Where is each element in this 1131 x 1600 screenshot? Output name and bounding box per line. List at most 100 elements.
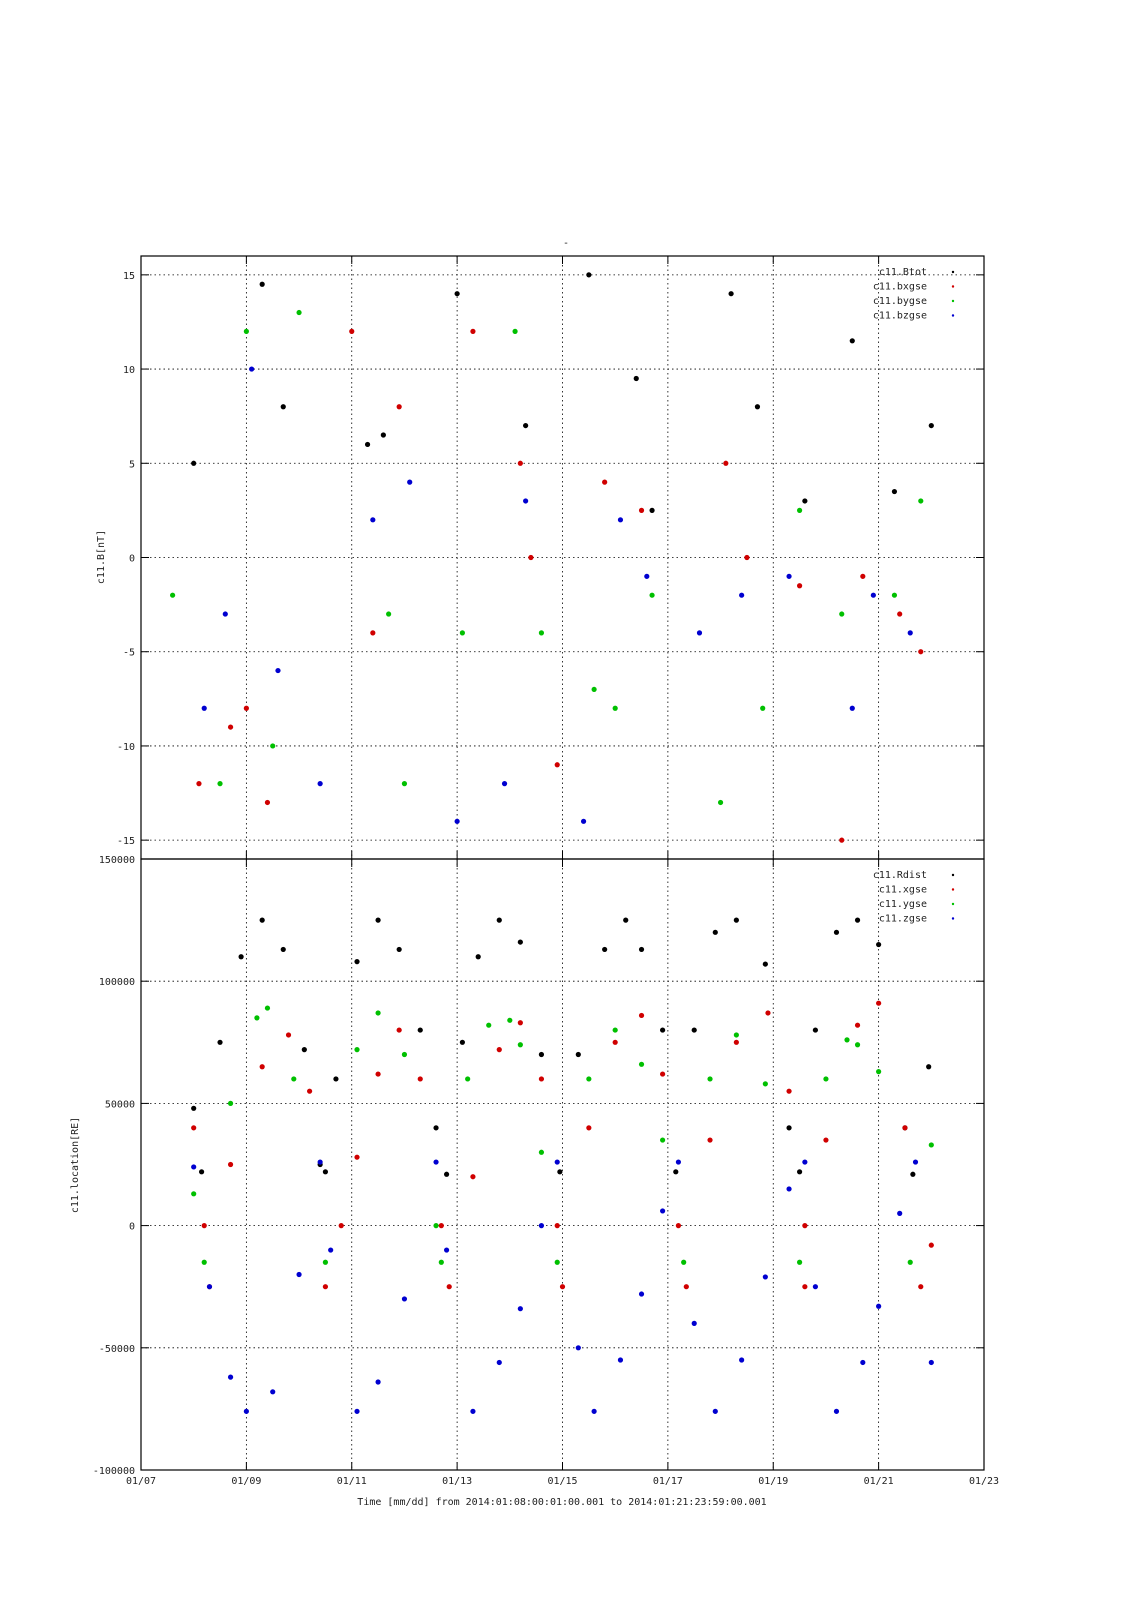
top-point — [243, 328, 249, 334]
bottom-ytick-label: 50000 — [105, 1099, 135, 1110]
bottom-point — [375, 1010, 381, 1016]
bottom-point — [897, 1210, 903, 1216]
bottom-point — [591, 1408, 597, 1414]
bottom-point — [301, 1047, 307, 1053]
bottom-point — [660, 1208, 666, 1214]
bottom-point — [459, 1039, 465, 1045]
top-point — [586, 272, 592, 278]
bottom-point — [928, 1359, 934, 1366]
bottom-point — [833, 1408, 840, 1414]
top-point — [196, 781, 202, 787]
bottom-point — [691, 1027, 697, 1033]
x-axis-label: Time [mm/dd] from 2014:01:08:00:01:00.00… — [357, 1497, 766, 1508]
bottom-point — [227, 1374, 234, 1380]
bottom-point — [762, 1274, 768, 1280]
bottom-xtick-label: 01/15 — [547, 1476, 577, 1487]
bottom-point — [438, 1259, 444, 1265]
bottom-point — [559, 1284, 566, 1290]
bottom-point — [517, 939, 523, 945]
top-point — [470, 328, 476, 334]
bottom-point — [660, 1071, 666, 1077]
bottom-point — [254, 1015, 260, 1021]
bottom-point — [673, 1169, 679, 1175]
top-point — [849, 338, 855, 344]
top-ytick-label: -5 — [123, 648, 135, 659]
bottom-point — [470, 1174, 476, 1180]
bottom-yticks: 150000 100000 50000 0 -50000 -100000 — [93, 855, 984, 1477]
top-point — [217, 781, 223, 787]
top-legend-label: c11.bzgse — [873, 311, 927, 322]
top-point — [380, 432, 386, 438]
top-point — [744, 554, 750, 561]
top-point — [891, 592, 898, 598]
top-point — [928, 422, 934, 429]
bottom-point — [575, 1051, 581, 1058]
bottom-point — [465, 1076, 471, 1082]
bottom-point — [201, 1259, 207, 1265]
bottom-point — [681, 1259, 687, 1265]
bottom-point — [733, 1039, 739, 1045]
bottom-point — [201, 1223, 207, 1229]
bottom-legend-swatch — [951, 873, 955, 877]
bottom-legend-label: c11.ygse — [879, 899, 927, 910]
bottom-point — [586, 1125, 592, 1131]
bottom-point — [554, 1159, 560, 1165]
bottom-point — [876, 1303, 882, 1309]
bottom-point — [496, 917, 502, 923]
bottom-point — [191, 1125, 197, 1131]
bottom-point — [586, 1076, 592, 1082]
top-point — [918, 498, 924, 504]
panel-top: 15 10 5 0 -5 -10 -15 c11.B[nT] c11.Btot c11.bxg… — [96, 255, 985, 860]
top-point — [633, 375, 639, 382]
bottom-point — [291, 1076, 297, 1082]
bottom-point — [707, 1137, 713, 1143]
top-point — [201, 705, 207, 711]
bottom-point — [612, 1027, 618, 1033]
top-point — [649, 507, 655, 513]
top-point — [649, 592, 655, 598]
bottom-point — [876, 1000, 882, 1006]
bottom-point — [443, 1247, 450, 1253]
bottom-ytick-label: -100000 — [93, 1466, 135, 1477]
bottom-point — [557, 1169, 563, 1175]
bottom-point — [660, 1027, 666, 1033]
bottom-point — [823, 1137, 829, 1143]
top-point — [275, 667, 281, 674]
bottom-point — [796, 1169, 803, 1175]
bottom-point — [375, 1071, 381, 1077]
bottom-point — [918, 1284, 924, 1290]
bottom-point — [401, 1296, 408, 1302]
bottom-point — [438, 1223, 444, 1229]
top-ylabel: c11.B[nT] — [96, 530, 107, 584]
top-point — [728, 291, 734, 297]
top-point — [918, 649, 924, 655]
top-point — [459, 630, 465, 636]
top-point — [243, 705, 249, 711]
bottom-point — [554, 1223, 560, 1229]
bottom-point — [802, 1223, 808, 1229]
top-point — [170, 592, 176, 598]
top-legend-swatch — [951, 270, 955, 274]
top-point — [349, 328, 355, 334]
bottom-legend-label: c11.zgse — [879, 914, 927, 925]
bottom-point — [243, 1408, 249, 1414]
bottom-point — [322, 1169, 329, 1175]
bottom-point — [322, 1259, 329, 1265]
top-legend-swatch — [951, 314, 955, 317]
top-point — [264, 799, 271, 806]
bottom-point — [507, 1017, 513, 1023]
bottom-point — [854, 917, 861, 923]
bottom-point — [575, 1345, 581, 1351]
bottom-xtick-label: 01/19 — [758, 1476, 788, 1487]
top-point — [517, 460, 523, 466]
bottom-legend-swatch — [951, 888, 955, 891]
top-point — [644, 573, 650, 579]
bottom-plot-frame — [140, 858, 985, 1471]
top-point — [386, 611, 392, 617]
bottom-point — [660, 1137, 666, 1143]
bottom-point — [876, 941, 882, 948]
bottom-point — [623, 917, 629, 923]
top-point — [602, 479, 608, 485]
bottom-point — [926, 1064, 932, 1070]
bottom-point — [417, 1076, 423, 1082]
